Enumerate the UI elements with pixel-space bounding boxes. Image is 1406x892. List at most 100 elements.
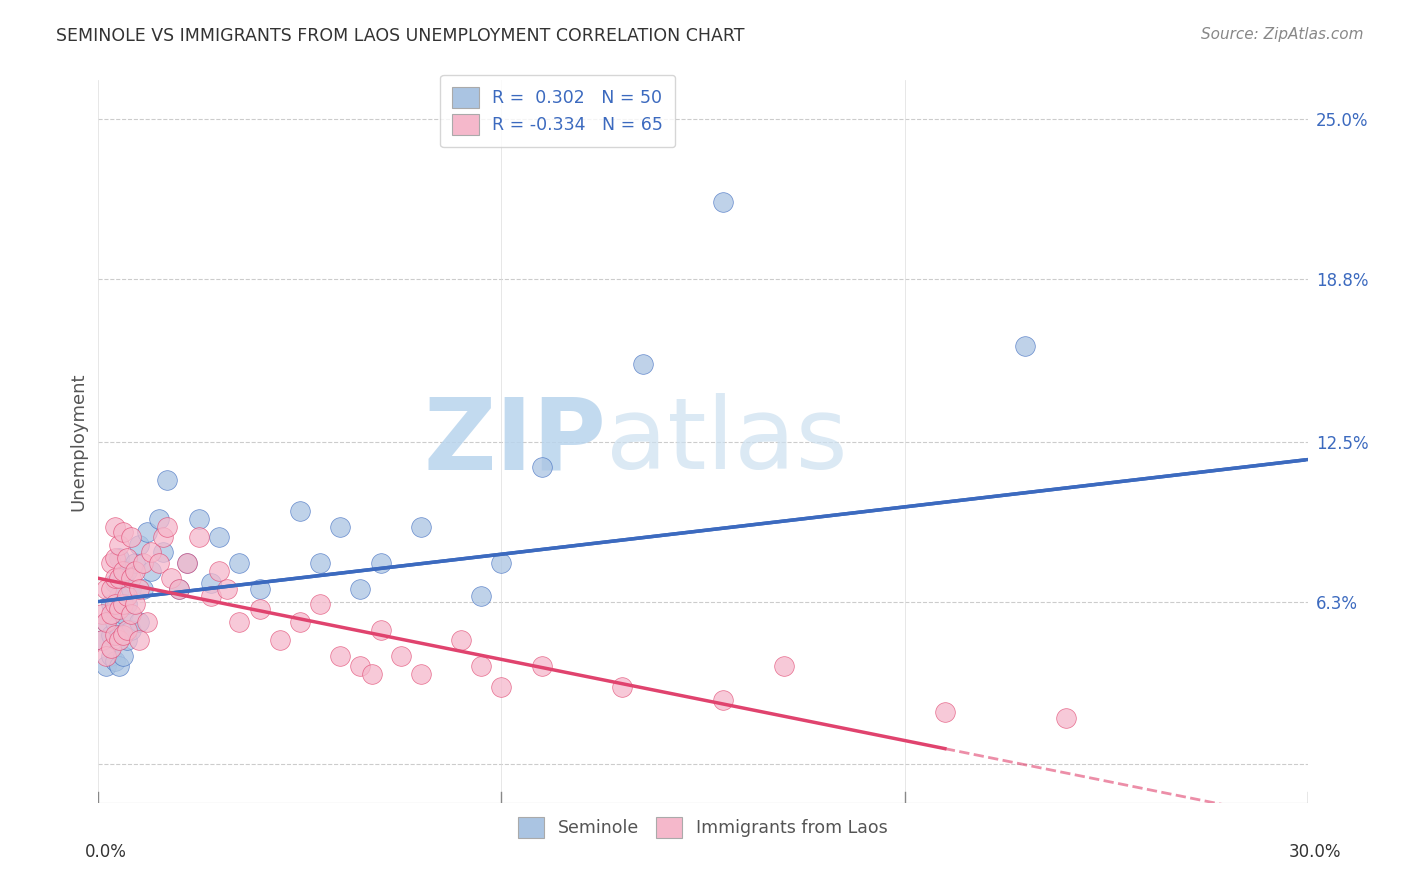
- Point: [128, 538, 150, 552]
- Point: [188, 512, 211, 526]
- Point: [370, 623, 392, 637]
- Point: [100, 640, 122, 655]
- Point: [370, 556, 392, 570]
- Point: [450, 633, 472, 648]
- Y-axis label: Unemployment: Unemployment: [69, 372, 87, 511]
- Point: [269, 633, 291, 648]
- Point: [249, 602, 271, 616]
- Point: [612, 680, 634, 694]
- Point: [1014, 339, 1036, 353]
- Point: [288, 615, 311, 630]
- Point: [135, 615, 157, 630]
- Point: [100, 556, 122, 570]
- Point: [107, 659, 129, 673]
- Point: [128, 615, 150, 630]
- Point: [111, 524, 134, 539]
- Point: [249, 582, 271, 596]
- Point: [389, 648, 412, 663]
- Point: [711, 692, 734, 706]
- Point: [491, 680, 513, 694]
- Point: [120, 623, 142, 637]
- Point: [91, 633, 114, 648]
- Point: [103, 576, 125, 591]
- Point: [103, 519, 125, 533]
- Point: [100, 628, 122, 642]
- Point: [96, 615, 118, 630]
- Point: [120, 571, 142, 585]
- Point: [111, 597, 134, 611]
- Point: [470, 659, 492, 673]
- Point: [217, 582, 239, 596]
- Point: [1054, 711, 1077, 725]
- Point: [100, 648, 122, 663]
- Point: [188, 530, 211, 544]
- Point: [107, 571, 129, 585]
- Legend: Seminole, Immigrants from Laos: Seminole, Immigrants from Laos: [510, 810, 896, 845]
- Point: [120, 530, 142, 544]
- Point: [491, 556, 513, 570]
- Point: [111, 628, 134, 642]
- Point: [200, 576, 222, 591]
- Point: [124, 597, 146, 611]
- Text: Source: ZipAtlas.com: Source: ZipAtlas.com: [1201, 27, 1364, 42]
- Point: [124, 564, 146, 578]
- Point: [111, 571, 134, 585]
- Point: [135, 524, 157, 539]
- Text: SEMINOLE VS IMMIGRANTS FROM LAOS UNEMPLOYMENT CORRELATION CHART: SEMINOLE VS IMMIGRANTS FROM LAOS UNEMPLO…: [56, 27, 745, 45]
- Point: [107, 550, 129, 565]
- Point: [139, 545, 162, 559]
- Point: [120, 607, 142, 622]
- Point: [208, 564, 231, 578]
- Point: [115, 590, 138, 604]
- Point: [309, 597, 332, 611]
- Point: [772, 659, 794, 673]
- Point: [329, 648, 352, 663]
- Point: [107, 590, 129, 604]
- Point: [107, 628, 129, 642]
- Point: [160, 571, 183, 585]
- Point: [711, 194, 734, 209]
- Point: [200, 590, 222, 604]
- Point: [103, 615, 125, 630]
- Point: [228, 556, 250, 570]
- Point: [329, 519, 352, 533]
- Point: [470, 590, 492, 604]
- Point: [103, 571, 125, 585]
- Text: 30.0%: 30.0%: [1288, 843, 1341, 861]
- Point: [115, 550, 138, 565]
- Point: [288, 504, 311, 518]
- Point: [115, 564, 138, 578]
- Text: atlas: atlas: [606, 393, 848, 490]
- Point: [152, 530, 174, 544]
- Point: [96, 648, 118, 663]
- Point: [115, 597, 138, 611]
- Point: [176, 556, 198, 570]
- Point: [111, 607, 134, 622]
- Point: [111, 648, 134, 663]
- Point: [120, 582, 142, 596]
- Text: ZIP: ZIP: [423, 393, 606, 490]
- Point: [107, 602, 129, 616]
- Point: [228, 615, 250, 630]
- Point: [132, 556, 155, 570]
- Point: [530, 460, 553, 475]
- Text: 0.0%: 0.0%: [84, 843, 127, 861]
- Point: [96, 582, 118, 596]
- Point: [115, 623, 138, 637]
- Point: [167, 582, 190, 596]
- Point: [100, 582, 122, 596]
- Point: [208, 530, 231, 544]
- Point: [115, 633, 138, 648]
- Point: [156, 519, 179, 533]
- Point: [934, 706, 956, 720]
- Point: [107, 633, 129, 648]
- Point: [176, 556, 198, 570]
- Point: [309, 556, 332, 570]
- Point: [128, 582, 150, 596]
- Point: [361, 666, 384, 681]
- Point: [349, 659, 371, 673]
- Point: [148, 512, 170, 526]
- Point: [100, 607, 122, 622]
- Point: [148, 556, 170, 570]
- Point: [91, 633, 114, 648]
